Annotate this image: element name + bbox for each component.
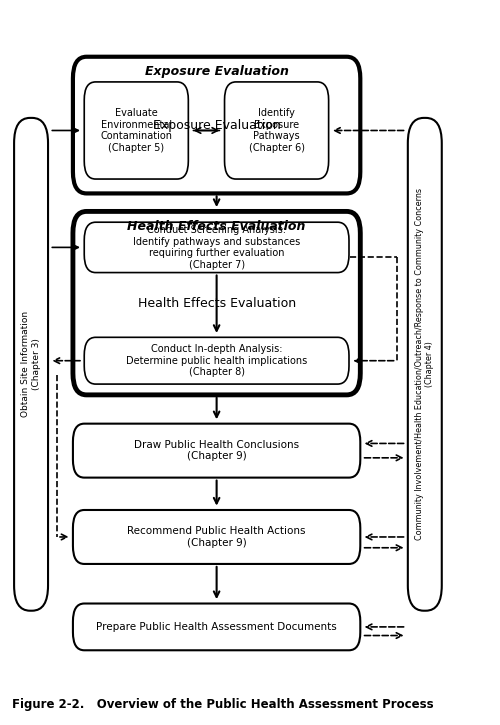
FancyBboxPatch shape [73, 57, 360, 194]
Text: Health Effects Evaluation: Health Effects Evaluation [138, 297, 296, 310]
FancyBboxPatch shape [84, 222, 349, 273]
Text: Community Involvement/Health Education/Outreach/Response to Community Concerns
(: Community Involvement/Health Education/O… [415, 188, 434, 540]
FancyBboxPatch shape [73, 603, 360, 650]
FancyBboxPatch shape [84, 337, 349, 384]
FancyBboxPatch shape [408, 118, 442, 610]
Text: Draw Public Health Conclusions
(Chapter 9): Draw Public Health Conclusions (Chapter … [134, 440, 299, 461]
Text: Figure 2-2.   Overview of the Public Health Assessment Process: Figure 2-2. Overview of the Public Healt… [12, 697, 434, 710]
Text: Health Effects Evaluation: Health Effects Evaluation [128, 220, 306, 233]
Text: Obtain Site Information
(Chapter 3): Obtain Site Information (Chapter 3) [22, 311, 41, 418]
FancyBboxPatch shape [224, 82, 328, 179]
Text: Evaluate
Environmental
Contamination
(Chapter 5): Evaluate Environmental Contamination (Ch… [100, 108, 172, 153]
FancyBboxPatch shape [84, 82, 188, 179]
Text: Exposure Evaluation: Exposure Evaluation [152, 119, 280, 131]
Text: Recommend Public Health Actions
(Chapter 9): Recommend Public Health Actions (Chapter… [128, 526, 306, 548]
FancyBboxPatch shape [14, 118, 48, 610]
FancyBboxPatch shape [73, 510, 360, 564]
FancyBboxPatch shape [73, 423, 360, 478]
FancyBboxPatch shape [73, 212, 360, 395]
Text: Exposure Evaluation: Exposure Evaluation [144, 65, 288, 78]
Text: Prepare Public Health Assessment Documents: Prepare Public Health Assessment Documen… [96, 622, 337, 632]
Text: Conduct Screening Analysis:
Identify pathways and substances
requiring further e: Conduct Screening Analysis: Identify pat… [133, 225, 300, 270]
Text: Conduct In-depth Analysis:
Determine public health implications
(Chapter 8): Conduct In-depth Analysis: Determine pub… [126, 344, 307, 377]
Text: Identify
Exposure
Pathways
(Chapter 6): Identify Exposure Pathways (Chapter 6) [248, 108, 304, 153]
